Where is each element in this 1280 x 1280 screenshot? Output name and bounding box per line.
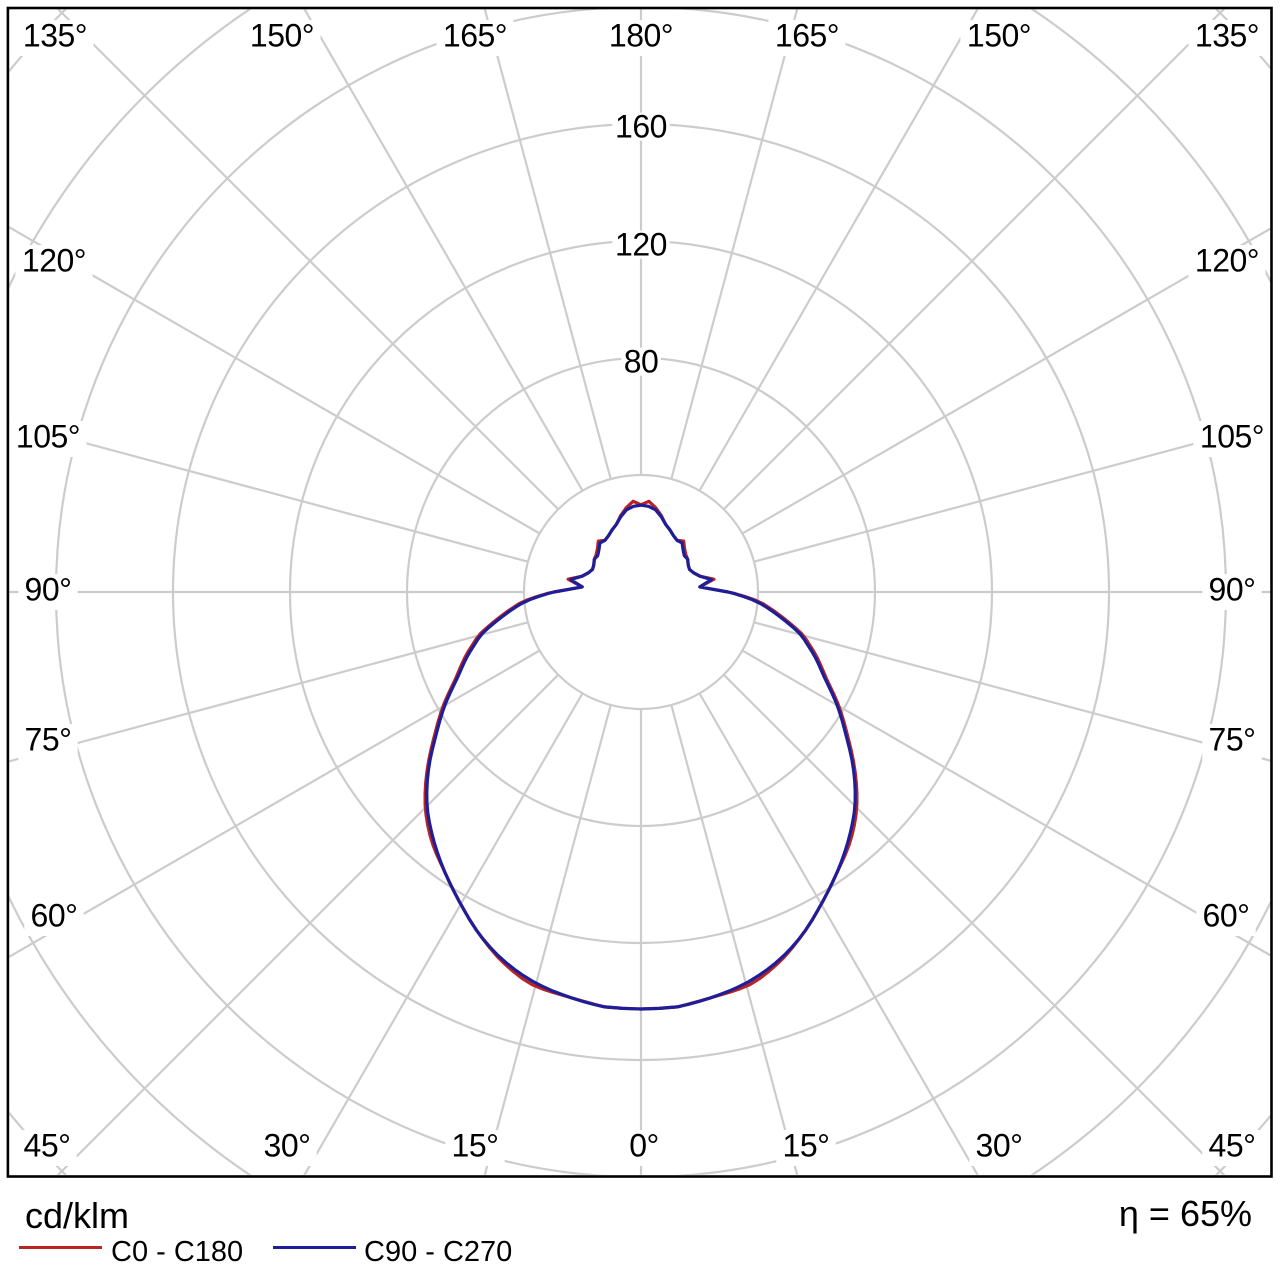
svg-text:60°: 60° xyxy=(1203,898,1250,934)
svg-text:60°: 60° xyxy=(31,898,78,934)
svg-text:45°: 45° xyxy=(24,1128,71,1164)
svg-text:45°: 45° xyxy=(1209,1128,1256,1164)
svg-text:120°: 120° xyxy=(22,243,86,279)
svg-text:105°: 105° xyxy=(1200,419,1264,455)
svg-text:105°: 105° xyxy=(16,419,80,455)
svg-text:15°: 15° xyxy=(452,1128,499,1164)
svg-text:150°: 150° xyxy=(967,18,1031,54)
svg-text:30°: 30° xyxy=(264,1128,311,1164)
svg-text:0°: 0° xyxy=(629,1128,659,1164)
svg-text:120: 120 xyxy=(615,226,667,262)
svg-text:160: 160 xyxy=(615,108,667,144)
svg-text:165°: 165° xyxy=(443,18,507,54)
svg-text:15°: 15° xyxy=(783,1128,830,1164)
svg-text:75°: 75° xyxy=(25,722,72,758)
svg-text:180°: 180° xyxy=(609,18,673,54)
svg-text:120°: 120° xyxy=(1195,243,1259,279)
svg-text:135°: 135° xyxy=(23,18,87,54)
svg-text:30°: 30° xyxy=(976,1128,1023,1164)
svg-text:90°: 90° xyxy=(1209,572,1256,608)
svg-text:90°: 90° xyxy=(25,572,72,608)
svg-text:75°: 75° xyxy=(1209,722,1256,758)
svg-text:135°: 135° xyxy=(1195,18,1259,54)
svg-text:165°: 165° xyxy=(775,18,839,54)
svg-text:80: 80 xyxy=(624,343,659,379)
svg-text:150°: 150° xyxy=(250,18,314,54)
